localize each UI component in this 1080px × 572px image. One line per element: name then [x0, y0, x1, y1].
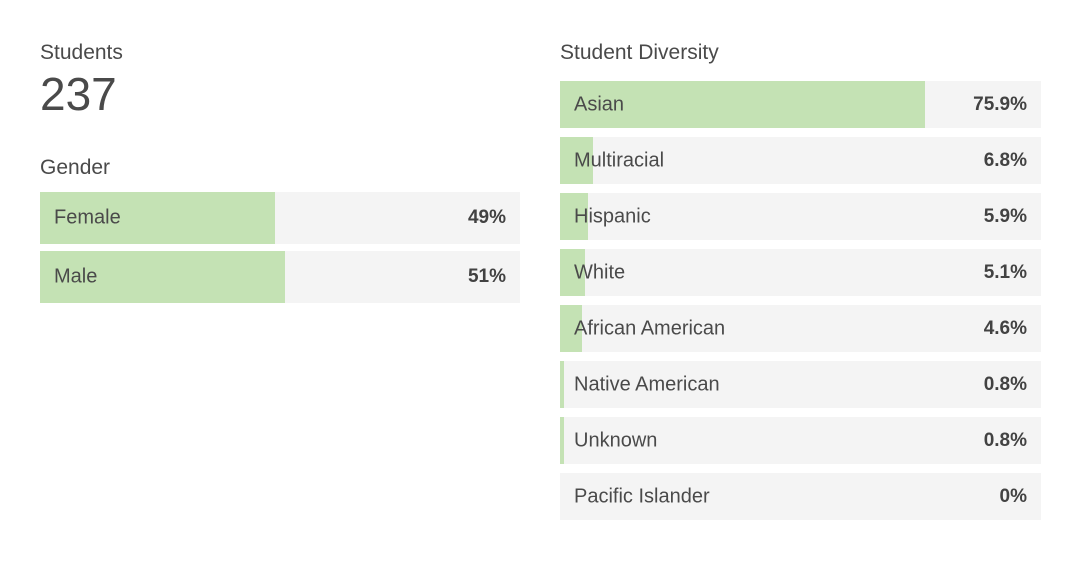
bar-label: Male: [54, 265, 98, 288]
bar-label: Hispanic: [574, 205, 651, 227]
bar-value: 0%: [999, 485, 1027, 507]
bar-fill: [560, 81, 926, 128]
students-metric-label: Students: [40, 41, 123, 64]
bar-label: Multiracial: [574, 149, 665, 171]
bar-label: Pacific Islander: [574, 485, 710, 507]
students-metric-value: 237: [40, 68, 117, 120]
bar-fill: [40, 192, 276, 244]
bar-row-asian: Asian 75.9%: [560, 81, 1041, 128]
bar-row-female: Female 49%: [40, 192, 520, 244]
bar-fill: [40, 251, 285, 303]
bar-value: 0.8%: [983, 373, 1027, 395]
bar-fill: [560, 305, 583, 352]
bar-row-hispanic: Hispanic 5.9%: [560, 193, 1041, 240]
bar-value: 5.9%: [983, 205, 1027, 227]
bar-label: White: [574, 261, 626, 283]
diversity-chart-title: Student Diversity: [560, 41, 719, 64]
bar-value: 5.1%: [983, 261, 1027, 283]
bar-row-native-american: Native American 0.8%: [560, 361, 1041, 408]
bar-label: Female: [54, 206, 121, 229]
bar-label: Native American: [574, 373, 720, 395]
bar-row-white: White 5.1%: [560, 249, 1041, 296]
bar-value: 51%: [467, 266, 506, 287]
bar-row-male: Male 51%: [40, 251, 520, 303]
student-diversity-section: Student Diversity Asian 75.9% Multiracia…: [560, 40, 1041, 520]
bar-fill: [560, 193, 589, 240]
bar-row-pacific-islander: Pacific Islander 0%: [560, 473, 1041, 520]
bar-label: Asian: [574, 93, 625, 115]
students-section: Students 237 Gender Female 49% Male 51%: [40, 40, 520, 303]
bar-value: 4.6%: [983, 317, 1027, 339]
bar-row-unknown: Unknown 0.8%: [560, 417, 1041, 464]
bar-label: Unknown: [574, 429, 658, 451]
bar-fill: [560, 361, 564, 408]
bar-fill: [560, 249, 585, 296]
bar-row-multiracial: Multiracial 6.8%: [560, 137, 1041, 184]
bar-value: 49%: [467, 207, 506, 228]
bar-label: African American: [574, 317, 726, 339]
diversity-bar-chart: Asian 75.9% Multiracial 6.8% Hispanic 5.…: [560, 81, 1041, 520]
bar-fill: [560, 137, 593, 184]
gender-chart-title: Gender: [40, 156, 111, 179]
bar-row-african-american: African American 4.6%: [560, 305, 1041, 352]
bar-fill: [560, 417, 564, 464]
bar-value: 75.9%: [973, 93, 1027, 115]
gender-bar-chart: Female 49% Male 51%: [40, 192, 520, 303]
bar-value: 6.8%: [983, 149, 1027, 171]
bar-value: 0.8%: [983, 429, 1027, 451]
